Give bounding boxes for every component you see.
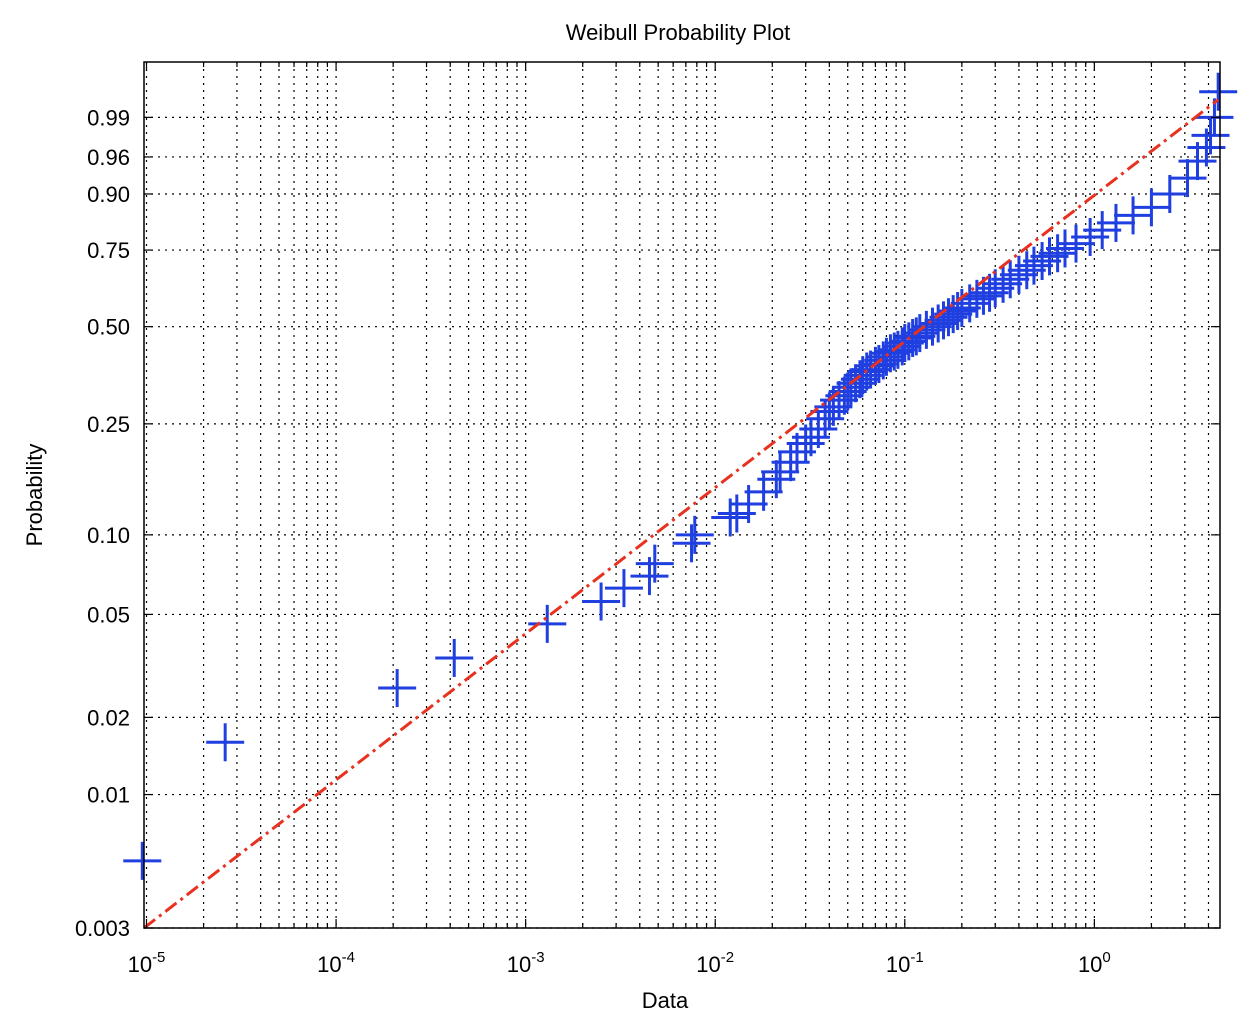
y-tick-label: 0.10 — [87, 523, 130, 548]
data-point — [984, 264, 1023, 303]
x-tick-label: 10-1 — [886, 949, 924, 977]
x-tick-label: 10-4 — [317, 949, 355, 977]
y-axis-label: Probability — [22, 444, 47, 547]
data-point — [1014, 246, 1053, 285]
data-point — [206, 723, 245, 762]
y-tick-label: 0.01 — [87, 783, 130, 808]
data-point — [528, 604, 567, 643]
y-tick-label: 0.75 — [87, 238, 130, 263]
data-point — [1191, 116, 1230, 155]
fit-line — [143, 98, 1220, 930]
data-point — [1150, 174, 1189, 213]
data-point — [672, 524, 711, 563]
x-tick-label: 10-2 — [696, 949, 734, 977]
data-point — [864, 341, 903, 380]
data-point — [919, 304, 958, 343]
data-point — [1045, 229, 1084, 268]
y-tick-label: 0.96 — [87, 145, 130, 170]
y-tick-label: 0.02 — [87, 705, 130, 730]
data-point — [378, 669, 417, 708]
y-tick-label: 0.99 — [87, 105, 130, 130]
x-tick-label: 10-3 — [507, 949, 545, 977]
data-point — [1114, 196, 1153, 235]
plot-frame — [143, 61, 1221, 929]
data-point — [1007, 251, 1046, 290]
data-point — [771, 443, 810, 482]
data-point — [1168, 159, 1207, 198]
chart-title: Weibull Probability Plot — [566, 20, 791, 45]
y-tick-label: 0.90 — [87, 182, 130, 207]
data-point — [761, 452, 800, 491]
data-point — [435, 638, 474, 677]
data-point — [976, 269, 1015, 308]
data-point — [1023, 242, 1062, 281]
y-tick-label: 0.05 — [87, 602, 130, 627]
data-point — [1038, 234, 1077, 273]
x-tick-label: 10-5 — [128, 949, 166, 977]
x-axis-label: Data — [642, 988, 689, 1011]
tick-layer: 0.003 0.01 0.02 0.05 0.10 0.25 0.50 0.75 0.90 0.9… — [75, 62, 1220, 977]
data-point — [913, 307, 952, 346]
data-point — [582, 582, 621, 621]
data-point — [1030, 237, 1069, 276]
data-point — [757, 460, 796, 499]
data-point — [635, 544, 674, 583]
data-point — [675, 515, 714, 554]
data-point — [799, 410, 838, 449]
data-layer — [123, 72, 1238, 930]
data-point — [991, 260, 1030, 299]
data-point — [897, 317, 936, 356]
data-point — [942, 288, 981, 327]
x-tick-label: 100 — [1078, 949, 1111, 977]
y-tick-label: 0.003 — [75, 916, 130, 941]
data-point — [814, 387, 853, 426]
data-point — [604, 569, 643, 608]
data-point — [1199, 72, 1238, 111]
data-point — [123, 841, 162, 880]
data-point — [1096, 203, 1135, 242]
y-tick-label: 0.50 — [87, 315, 130, 340]
y-tick-label: 0.25 — [87, 412, 130, 437]
data-point — [999, 255, 1038, 294]
